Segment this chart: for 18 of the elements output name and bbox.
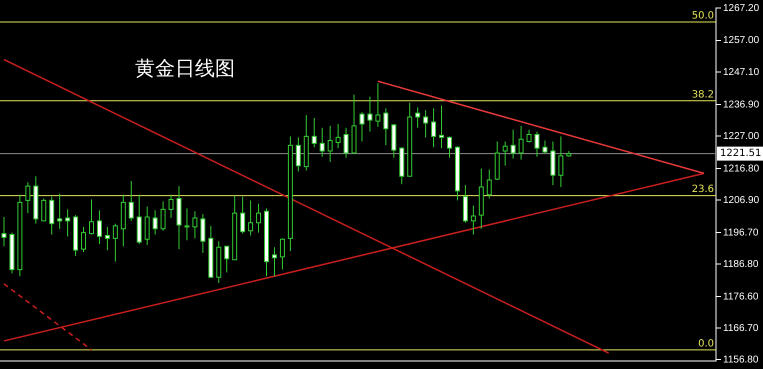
y-tick-label: 1156.80 — [723, 354, 759, 366]
annotation: 23.6 — [692, 184, 714, 196]
annotation: 0.0 — [698, 338, 714, 350]
y-tick-label: 1216.80 — [723, 163, 760, 174]
y-tick-label: 1206.90 — [723, 194, 760, 206]
y-tick-label: 1247.10 — [723, 66, 760, 78]
annotation: 黄金日线图 — [135, 56, 235, 80]
y-tick-label: 1176.60 — [723, 291, 759, 302]
y-tick-label: 1166.70 — [723, 322, 759, 334]
y-tick-label: 1196.70 — [723, 227, 759, 238]
y-tick-label: 1227.00 — [723, 130, 760, 142]
y-tick-label: 1186.80 — [723, 258, 759, 270]
ref-line-label: 1221.51 — [720, 148, 762, 160]
y-tick-label: 1236.90 — [723, 99, 760, 110]
annotation: 38.2 — [692, 89, 714, 100]
y-tick-label: 1257.00 — [723, 35, 760, 46]
annotation: 50.0 — [692, 10, 714, 22]
y-tick-label: 1267.20 — [723, 2, 760, 14]
